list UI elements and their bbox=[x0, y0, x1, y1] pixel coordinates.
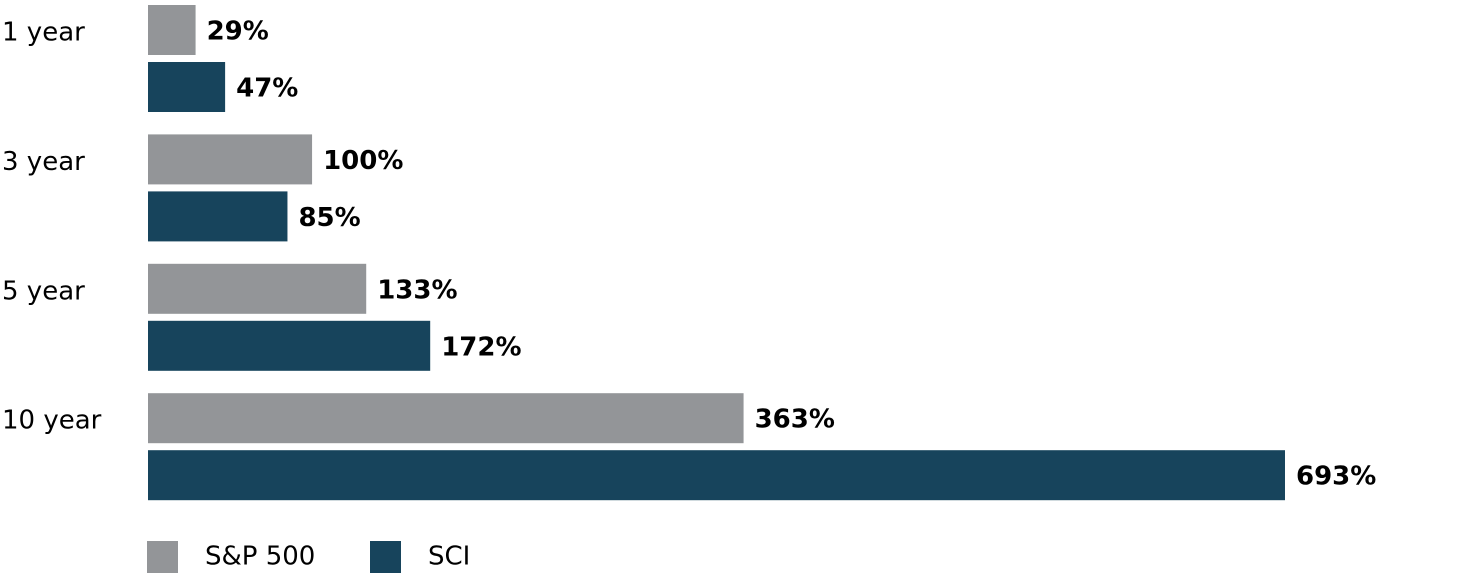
bar bbox=[148, 62, 226, 112]
value-label: 29% bbox=[207, 17, 269, 47]
bar bbox=[148, 5, 196, 55]
value-label: 85% bbox=[298, 203, 360, 233]
bar bbox=[148, 191, 288, 242]
value-label: 47% bbox=[236, 74, 298, 104]
category-label: 3 year bbox=[2, 147, 85, 177]
value-label: 172% bbox=[441, 332, 521, 362]
category-label: 1 year bbox=[2, 18, 85, 48]
legend-label: S&P 500 bbox=[205, 542, 315, 572]
value-label: 133% bbox=[377, 275, 457, 305]
category-label: 10 year bbox=[2, 406, 102, 436]
bar bbox=[148, 450, 1285, 501]
bar bbox=[148, 263, 367, 314]
value-label: 363% bbox=[755, 405, 835, 435]
value-label: 693% bbox=[1296, 462, 1376, 492]
value-label: 100% bbox=[323, 146, 403, 176]
bar bbox=[148, 134, 313, 185]
category-label: 5 year bbox=[2, 276, 85, 306]
bar bbox=[148, 320, 431, 371]
legend-swatch bbox=[147, 541, 178, 573]
legend-label: SCI bbox=[428, 542, 470, 572]
bar bbox=[148, 393, 744, 444]
legend-swatch bbox=[370, 541, 401, 573]
